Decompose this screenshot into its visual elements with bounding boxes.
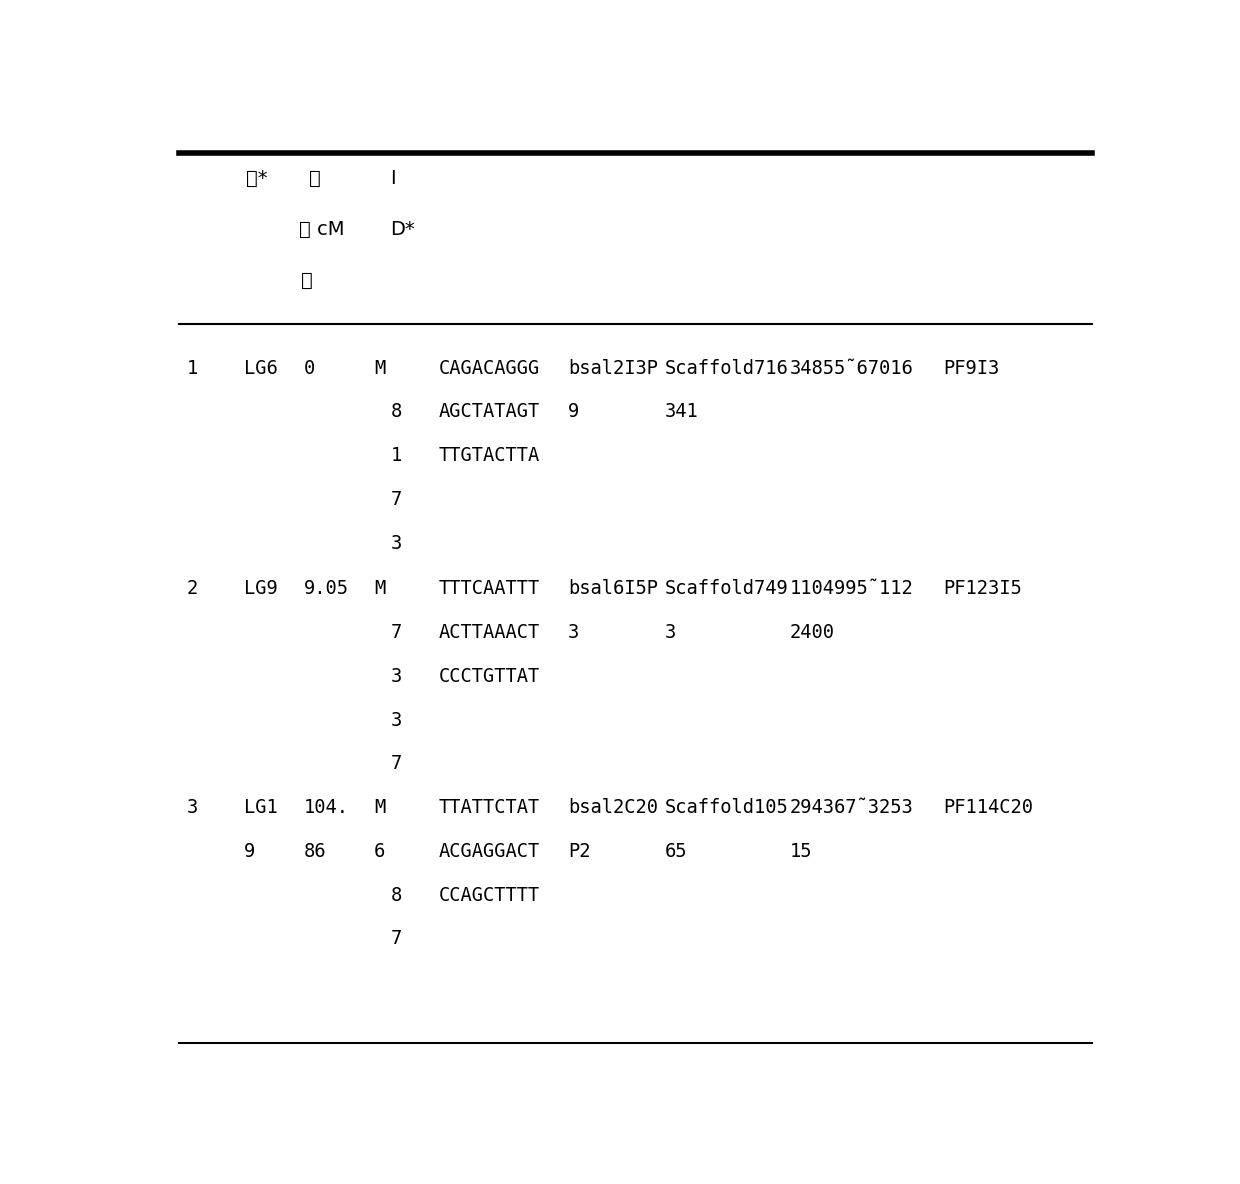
Text: ACGAGGACT: ACGAGGACT — [439, 842, 539, 861]
Text: 群*: 群* — [247, 169, 268, 188]
Text: bsal2I3P: bsal2I3P — [568, 359, 658, 378]
Text: 3: 3 — [391, 710, 402, 729]
Text: 9: 9 — [568, 403, 579, 422]
Text: ）: ） — [301, 271, 312, 290]
Text: 1104995˜112: 1104995˜112 — [789, 579, 913, 598]
Text: CCCTGTTAT: CCCTGTTAT — [439, 667, 539, 686]
Text: PF9I3: PF9I3 — [942, 359, 999, 378]
Text: PF123I5: PF123I5 — [942, 579, 1022, 598]
Text: bsal6I5P: bsal6I5P — [568, 579, 658, 598]
Text: 7: 7 — [391, 490, 402, 509]
Text: 3: 3 — [187, 798, 198, 817]
Text: M: M — [374, 359, 386, 378]
Text: 15: 15 — [789, 842, 812, 861]
Text: 8: 8 — [391, 403, 402, 422]
Text: 1: 1 — [187, 359, 198, 378]
Text: 294367˜3253: 294367˜3253 — [789, 798, 913, 817]
Text: 86: 86 — [304, 842, 326, 861]
Text: 34855˜67016: 34855˜67016 — [789, 359, 913, 378]
Text: 0: 0 — [304, 359, 315, 378]
Text: LG9: LG9 — [244, 579, 278, 598]
Text: PF114C20: PF114C20 — [942, 798, 1033, 817]
Text: 6: 6 — [374, 842, 386, 861]
Text: Scaffold716: Scaffold716 — [665, 359, 789, 378]
Text: 3: 3 — [391, 667, 402, 686]
Text: TTGTACTTA: TTGTACTTA — [439, 446, 539, 465]
Text: CCAGCTTTT: CCAGCTTTT — [439, 886, 539, 905]
Text: TTATTCTAT: TTATTCTAT — [439, 798, 539, 817]
Text: 2: 2 — [187, 579, 198, 598]
Text: 1: 1 — [391, 446, 402, 465]
Text: （ cM: （ cM — [299, 220, 345, 239]
Text: LG1: LG1 — [244, 798, 278, 817]
Text: CAGACAGGG: CAGACAGGG — [439, 359, 539, 378]
Text: ACTTAAACT: ACTTAAACT — [439, 623, 539, 642]
Text: Scaffold749: Scaffold749 — [665, 579, 789, 598]
Text: 7: 7 — [391, 754, 402, 773]
Text: bsal2C20: bsal2C20 — [568, 798, 658, 817]
Text: TTTCAATTT: TTTCAATTT — [439, 579, 539, 598]
Text: 104.: 104. — [304, 798, 348, 817]
Text: 7: 7 — [391, 623, 402, 642]
Text: 65: 65 — [665, 842, 687, 861]
Text: 2400: 2400 — [789, 623, 835, 642]
Text: 8: 8 — [391, 886, 402, 905]
Text: 9.05: 9.05 — [304, 579, 348, 598]
Text: I: I — [391, 169, 396, 188]
Text: Scaffold105: Scaffold105 — [665, 798, 789, 817]
Text: 9: 9 — [244, 842, 255, 861]
Text: 341: 341 — [665, 403, 698, 422]
Text: 置: 置 — [309, 169, 320, 188]
Text: P2: P2 — [568, 842, 590, 861]
Text: 3: 3 — [568, 623, 579, 642]
Text: M: M — [374, 798, 386, 817]
Text: 7: 7 — [391, 929, 402, 948]
Text: AGCTATAGT: AGCTATAGT — [439, 403, 539, 422]
Text: M: M — [374, 579, 386, 598]
Text: 3: 3 — [665, 623, 676, 642]
Text: D*: D* — [391, 220, 415, 239]
Text: 3: 3 — [391, 534, 402, 553]
Text: LG6: LG6 — [244, 359, 278, 378]
